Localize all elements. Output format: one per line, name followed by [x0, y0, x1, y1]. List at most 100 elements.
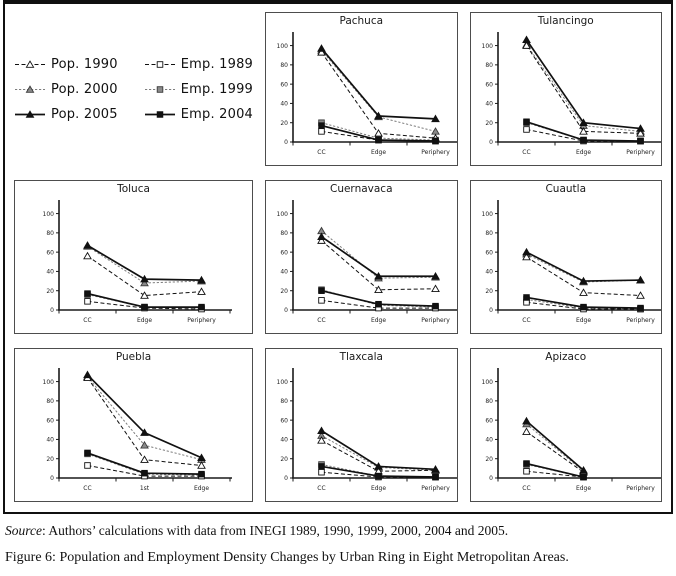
- emp-2004-marker-icon: [375, 472, 382, 480]
- x-category-label: Edge: [371, 149, 386, 156]
- legend-item-emp-1999: Emp. 1999: [144, 82, 253, 97]
- chart-pachuca: Pachuca 0 20 40 60 80 100 CC Edge Periphery: [265, 12, 458, 166]
- y-tick-label: 20: [46, 456, 54, 463]
- y-tick-label: 60: [46, 417, 54, 424]
- y-tick-label: 20: [46, 288, 54, 295]
- y-tick-label: 80: [485, 398, 493, 405]
- emp-1989-line: [525, 470, 584, 478]
- y-tick-label: 60: [280, 81, 288, 88]
- emp-2004-marker-icon: [522, 294, 530, 301]
- chart-tlaxcala: Tlaxcala 0 20 40 60 80 100 CC Edge Periphery: [265, 348, 458, 502]
- x-category-label: 1st: [139, 485, 149, 492]
- chart-plot-puebla: 0 20 40 60 80 100 CC 1st Edge: [42, 368, 232, 492]
- y-tick-label: 80: [485, 230, 493, 237]
- source-text: : Authors’ calculations with data from I…: [42, 523, 509, 538]
- x-category-label: CC: [83, 317, 91, 324]
- chart-cuernavaca: Cuernavaca 0 20 40 60 80 100 CC Edge Periphery: [265, 180, 458, 334]
- pop-1990-marker-icon: [431, 284, 440, 293]
- emp-2004-marker-icon: [197, 303, 205, 311]
- pop-1990-marker-icon: [521, 427, 531, 435]
- y-tick-label: 60: [485, 81, 493, 88]
- chart-plot-toluca: 0 20 40 60 80 100 CC Edge Periphery: [42, 200, 232, 324]
- pop-1990-line: [525, 431, 584, 473]
- y-tick-label: 40: [485, 269, 493, 276]
- pop-2005-line: [525, 251, 641, 282]
- chart-tulancingo: Tulancingo 0 20 40 60 80 100 CC Edge Periphery: [469, 12, 662, 166]
- x-category-label: CC: [317, 485, 325, 492]
- chart-title: Cuautla: [545, 183, 587, 195]
- x-category-label: CC: [317, 149, 325, 156]
- x-category-label: Periphery: [187, 317, 216, 324]
- pop-2005-marker-icon: [521, 247, 531, 256]
- pop-1990-marker-icon: [374, 129, 383, 137]
- y-tick-label: 60: [485, 249, 493, 256]
- emp-2004-marker-icon: [83, 449, 91, 457]
- legend-label-emp-1999: Emp. 1999: [180, 81, 254, 97]
- charts-grid: Pop. 1990 Emp. 1989 Pop. 2000 Emp. 1999 Pop.…: [5, 4, 671, 512]
- pop-2000-legend-glyph-icon: [15, 85, 45, 93]
- emp-2004-marker-icon: [579, 473, 587, 481]
- pop-2005-marker-icon: [374, 462, 383, 470]
- x-category-label: CC: [522, 485, 530, 492]
- chart-title: Tulancingo: [537, 15, 594, 27]
- emp-2004-marker-icon: [636, 137, 644, 145]
- emp-1989-marker-icon: [83, 298, 91, 305]
- y-tick-label: 60: [280, 417, 288, 424]
- pop-2005-marker-icon: [374, 271, 383, 280]
- pop-1990-line: [525, 45, 641, 134]
- emp-2004-marker-icon: [432, 302, 439, 310]
- emp-1989-legend-glyph-icon: [144, 61, 175, 68]
- pop-2000-line: [321, 230, 436, 279]
- pop-2000-marker-icon: [25, 85, 35, 93]
- emp-2004-marker-icon: [318, 287, 325, 294]
- chart-plot-tlaxcala: 0 20 40 60 80 100 CC Edge Periphery: [277, 368, 457, 492]
- emp-2004-line: [525, 462, 584, 478]
- pop-2000-marker-icon: [139, 440, 149, 449]
- pop-1990-marker-icon: [196, 461, 206, 469]
- emp-2004-marker-icon: [579, 136, 587, 144]
- pop-1990-marker-icon: [635, 291, 645, 299]
- y-tick-label: 20: [485, 120, 493, 127]
- x-category-label: Periphery: [421, 149, 450, 156]
- y-tick-label: 20: [485, 456, 493, 463]
- pop-2005-marker-icon: [196, 275, 206, 284]
- chart-plot-cuautla: 0 20 40 60 80 100 CC Edge Periphery: [481, 200, 662, 324]
- legend-label-emp-1989: Emp. 1989: [180, 56, 254, 72]
- x-category-label: Edge: [575, 317, 590, 324]
- y-tick-label: 100: [42, 211, 54, 218]
- emp-2004-marker-icon: [432, 473, 439, 481]
- y-tick-label: 80: [46, 398, 54, 405]
- emp-2004-marker-icon: [156, 111, 163, 118]
- pop-2005-marker-icon: [578, 465, 588, 474]
- legend-item-pop-2005: Pop. 2005: [14, 107, 118, 122]
- chart-toluca: Toluca 0 20 40 60 80 100 CC Edge Periphery: [14, 180, 254, 334]
- y-tick-label: 80: [280, 230, 288, 237]
- y-tick-label: 0: [489, 475, 493, 482]
- y-tick-label: 40: [280, 437, 288, 444]
- pop-2005-marker-icon: [521, 416, 531, 425]
- pop-2005-marker-icon: [317, 232, 326, 240]
- pop-2005-marker-icon: [431, 465, 440, 473]
- legend: Pop. 1990 Emp. 1989 Pop. 2000 Emp. 1999 Pop.…: [14, 12, 253, 166]
- pop-1990-marker-icon: [635, 129, 645, 137]
- pop-2000-marker-icon: [139, 278, 149, 287]
- x-category-label: Periphery: [421, 485, 450, 492]
- y-tick-label: 40: [280, 269, 288, 276]
- y-tick-label: 40: [46, 269, 54, 276]
- chart-plot-cuernavaca: 0 20 40 60 80 100 CC Edge Periphery: [277, 200, 457, 324]
- pop-1990-marker-icon: [578, 288, 588, 296]
- emp-2004-marker-icon: [522, 460, 530, 467]
- y-tick-label: 20: [280, 120, 288, 127]
- pop-2000-marker-icon: [431, 127, 440, 135]
- pop-2005-marker-icon: [578, 118, 588, 126]
- emp-1989-marker-icon: [318, 128, 325, 135]
- emp-2004-marker-icon: [197, 470, 205, 478]
- pop-1990-marker-icon: [317, 436, 326, 444]
- pop-1990-marker-icon: [578, 127, 588, 135]
- x-category-label: Periphery: [626, 317, 655, 324]
- x-category-label: CC: [317, 317, 325, 324]
- chart-title: Cuernavaca: [329, 183, 393, 195]
- emp-2004-marker-icon: [522, 118, 530, 125]
- pop-2005-marker-icon: [82, 241, 92, 249]
- emp-2004-marker-icon: [318, 122, 325, 129]
